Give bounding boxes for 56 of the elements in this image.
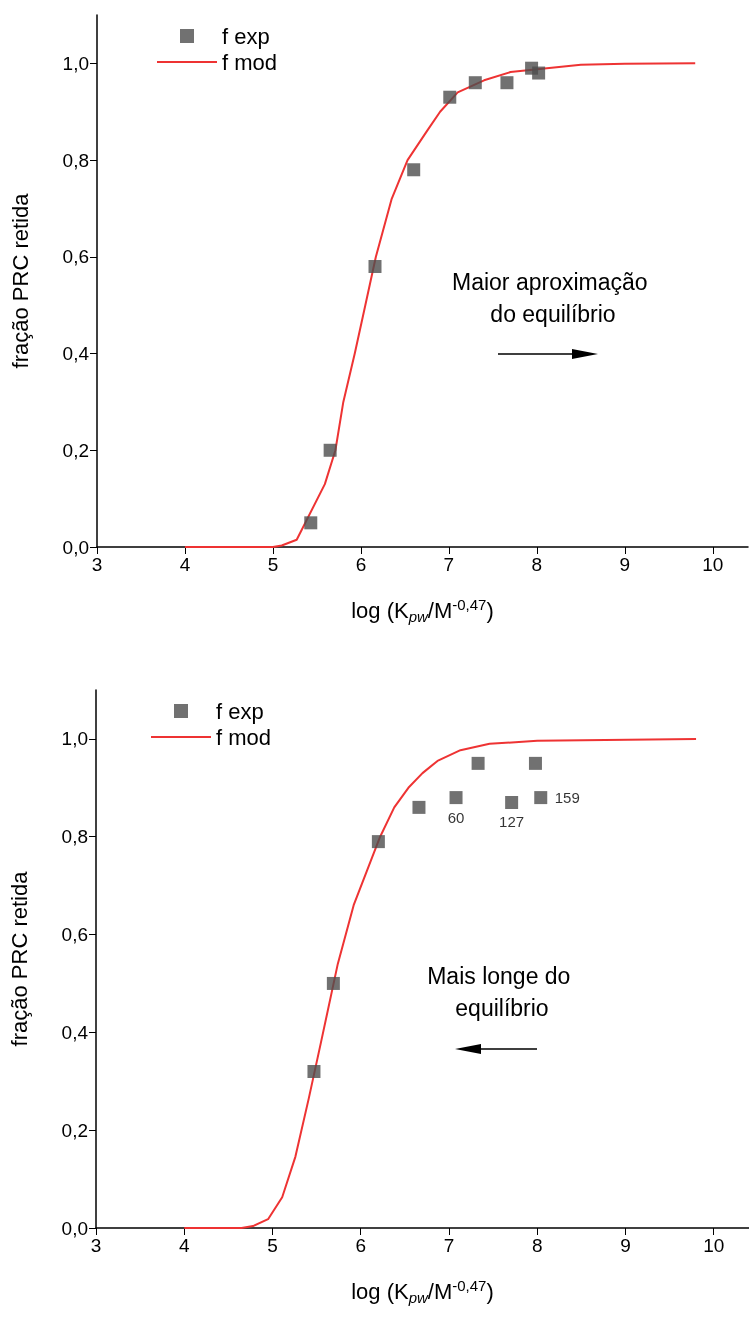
point — [500, 76, 514, 90]
x-tick-label: 10 — [703, 1235, 725, 1256]
y-tick-label: 0,6 — [62, 246, 89, 268]
x-tick-label: 7 — [443, 1235, 455, 1256]
y-axis-title: fração PRC retida — [7, 192, 33, 369]
x-tick-label: 4 — [179, 554, 191, 575]
annotation: Mais longe do equilíbrio — [427, 963, 577, 1021]
point — [528, 756, 542, 770]
x-tick-label: 9 — [619, 554, 631, 575]
x-tick-label: 6 — [355, 554, 367, 575]
x-tick-label: 7 — [443, 554, 455, 575]
x-tick-label: 3 — [90, 1235, 102, 1256]
x-tick-label: 10 — [702, 554, 724, 575]
x-tick-label: 3 — [91, 554, 103, 575]
point — [412, 800, 426, 814]
y-tick-label: 0,2 — [61, 1119, 88, 1141]
point — [471, 756, 485, 770]
legend-label: f mod — [222, 49, 278, 75]
point — [371, 835, 385, 849]
y-tick-label: 1,0 — [62, 52, 89, 74]
legend-label: f exp — [216, 698, 264, 724]
point — [443, 90, 457, 104]
x-tick-label: 4 — [178, 1235, 190, 1256]
annotation: 60 — [447, 808, 465, 826]
annotation: 127 — [499, 813, 525, 831]
point — [449, 791, 463, 805]
y-tick-label: 0,4 — [62, 343, 90, 365]
x-tick-label: 8 — [531, 554, 543, 575]
point — [323, 443, 337, 457]
x-tick-label: 5 — [267, 554, 279, 575]
legend-label: f exp — [222, 23, 270, 49]
y-tick-label: 0,8 — [61, 826, 88, 848]
y-tick-label: 0,0 — [61, 1217, 88, 1239]
y-tick-label: 1,0 — [61, 728, 88, 750]
y-tick-label: 0,6 — [61, 924, 88, 946]
point — [304, 516, 318, 530]
point — [532, 66, 546, 80]
x-tick-label: 9 — [620, 1235, 631, 1256]
point — [505, 795, 519, 809]
point — [534, 791, 548, 805]
y-axis-title: fração PRC retida — [6, 870, 32, 1047]
x-tick-label: 6 — [355, 1235, 367, 1256]
x-tick-label: 5 — [267, 1235, 278, 1256]
point — [368, 259, 382, 273]
x-tick-label: 8 — [531, 1235, 543, 1256]
annotation: 159 — [554, 789, 580, 807]
y-tick-label: 0,8 — [62, 149, 89, 171]
y-tick-label: 0,2 — [62, 439, 89, 461]
point — [407, 163, 421, 177]
legend-label: f mod — [216, 724, 272, 750]
y-tick-label: 0,4 — [61, 1021, 89, 1043]
point — [307, 1064, 321, 1078]
y-tick-label: 0,0 — [62, 536, 89, 558]
point — [326, 976, 340, 990]
point — [468, 76, 482, 90]
annotation: Maior aproximação do equilíbrio — [452, 269, 654, 327]
